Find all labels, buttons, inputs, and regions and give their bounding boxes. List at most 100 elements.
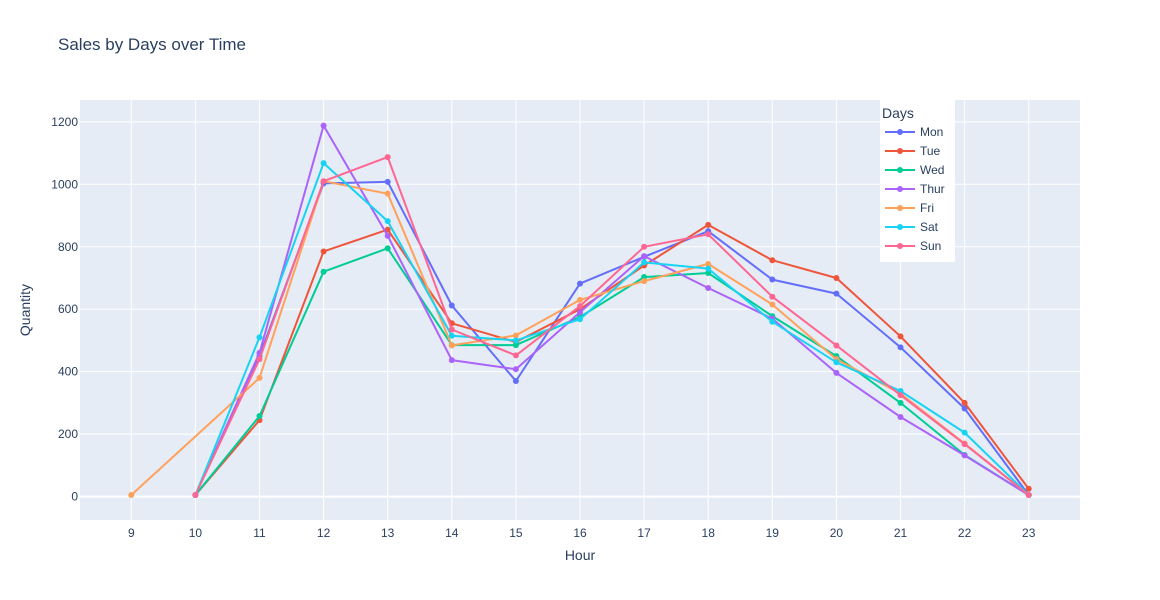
data-point <box>961 429 968 436</box>
data-point <box>448 302 455 309</box>
data-point <box>512 378 519 385</box>
data-point <box>897 399 904 406</box>
x-tick-label: 13 <box>381 526 395 540</box>
data-point <box>705 284 712 291</box>
data-point <box>448 342 455 349</box>
legend-swatch-marker <box>897 186 903 192</box>
data-point <box>448 332 455 339</box>
legend-label: Mon <box>920 125 943 139</box>
legend-item-fri[interactable]: Fri <box>885 201 934 215</box>
data-point <box>577 280 583 287</box>
data-point <box>384 232 391 239</box>
x-tick-label: 15 <box>509 526 523 540</box>
data-point <box>256 356 263 363</box>
y-tick-label: 200 <box>58 427 78 441</box>
legend-title: Days <box>882 105 914 121</box>
legend-label: Sun <box>920 239 941 253</box>
legend-item-sat[interactable]: Sat <box>885 220 939 234</box>
data-point <box>512 366 519 373</box>
x-tick-label: 9 <box>128 526 135 540</box>
legend-swatch-marker <box>897 205 903 211</box>
data-point <box>384 218 391 225</box>
data-point <box>897 344 904 351</box>
data-point <box>256 413 263 420</box>
data-point <box>320 248 327 255</box>
data-point <box>961 452 968 459</box>
y-tick-label: 400 <box>58 365 78 379</box>
legend-item-thur[interactable]: Thur <box>885 182 945 196</box>
chart-title: Sales by Days over Time <box>58 35 246 54</box>
y-axis-ticks: 0 200 400 600 800 1000 1200 <box>51 115 78 504</box>
series-line <box>194 223 1030 496</box>
legend-label: Fri <box>920 201 934 215</box>
data-point <box>448 326 455 333</box>
x-tick-label: 14 <box>445 526 459 540</box>
data-point <box>641 278 648 285</box>
data-point <box>705 260 712 267</box>
legend-label: Thur <box>920 182 945 196</box>
data-point <box>705 265 712 272</box>
legend-swatch-marker <box>897 148 903 154</box>
legend-label: Wed <box>920 163 944 177</box>
data-point <box>705 221 712 228</box>
data-point <box>384 245 391 252</box>
data-point <box>833 290 840 297</box>
legend[interactable]: Days Mon Tue Wed Thur Fri Sat Sun <box>880 100 955 262</box>
data-point <box>705 269 712 276</box>
legend-swatch-marker <box>897 129 903 135</box>
data-point <box>833 369 840 376</box>
data-point <box>705 231 712 238</box>
data-point <box>577 309 583 316</box>
data-point <box>897 392 904 399</box>
data-point <box>320 160 327 167</box>
data-point <box>833 359 840 366</box>
data-point <box>1025 485 1032 492</box>
legend-item-tue[interactable]: Tue <box>885 144 941 158</box>
x-axis-ticks: 9 10 11 12 13 14 15 16 17 18 19 20 21 22 23 <box>128 526 1036 540</box>
data-point <box>769 257 776 264</box>
data-point <box>897 333 904 340</box>
data-point <box>641 243 648 250</box>
data-point <box>320 268 327 275</box>
data-point <box>769 276 776 283</box>
data-point <box>512 332 519 339</box>
data-point <box>384 226 391 233</box>
data-point <box>961 399 968 406</box>
y-axis-title: Quantity <box>17 284 33 336</box>
x-tick-label: 17 <box>637 526 651 540</box>
x-tick-label: 23 <box>1022 526 1036 540</box>
legend-item-mon[interactable]: Mon <box>885 125 943 139</box>
x-tick-label: 16 <box>573 526 587 540</box>
y-tick-label: 1000 <box>51 177 78 191</box>
data-point <box>384 154 391 161</box>
data-point <box>256 334 263 341</box>
data-point <box>577 316 583 323</box>
data-point <box>192 492 199 499</box>
data-point <box>320 178 327 185</box>
data-point <box>641 259 648 266</box>
data-point <box>448 357 455 364</box>
legend-items[interactable]: Mon Tue Wed Thur Fri Sat Sun <box>885 125 945 253</box>
y-tick-label: 600 <box>58 302 78 316</box>
data-point <box>769 293 776 300</box>
legend-label: Tue <box>920 144 941 158</box>
data-point <box>512 342 519 349</box>
legend-swatch-marker <box>897 167 903 173</box>
x-tick-label: 19 <box>766 526 780 540</box>
legend-item-wed[interactable]: Wed <box>885 163 944 177</box>
x-axis-title: Hour <box>565 547 596 563</box>
y-tick-label: 0 <box>71 490 78 504</box>
data-point <box>320 122 327 129</box>
series-line <box>194 124 1030 496</box>
legend-swatch-marker <box>897 224 903 230</box>
legend-item-sun[interactable]: Sun <box>885 239 941 253</box>
data-point <box>833 342 840 349</box>
legend-label: Sat <box>920 220 939 234</box>
data-point <box>961 441 968 448</box>
data-point <box>833 274 840 281</box>
data-point <box>897 413 904 420</box>
y-tick-label: 1200 <box>51 115 78 129</box>
x-tick-label: 18 <box>702 526 716 540</box>
data-point <box>769 318 776 325</box>
